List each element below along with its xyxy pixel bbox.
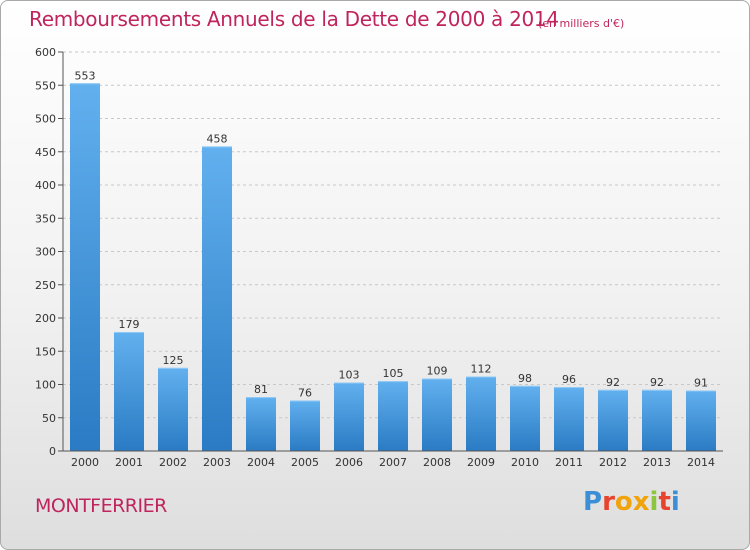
bar-2008 [422,378,452,451]
bar-2011 [554,387,584,451]
bar-value-label: 109 [427,365,448,378]
y-tick-label: 300 [35,246,56,259]
bar-2001 [114,331,144,451]
y-tick-label: 350 [35,212,56,225]
y-tick-label: 400 [35,179,56,192]
bar-2000 [70,83,100,451]
x-tick-label: 2000 [71,456,99,469]
bar-value-label: 125 [163,354,184,367]
bar-value-label: 98 [518,372,532,385]
y-tick-label: 600 [35,46,56,59]
logo-letter: x [632,487,650,517]
x-tick-label: 2002 [159,456,187,469]
x-tick-label: 2008 [423,456,451,469]
logo-letter: P [583,487,603,517]
bar-value-label: 103 [339,369,360,382]
bar-2002 [158,367,188,451]
commune-name: MONTFERRIER [35,495,167,517]
bar-2005 [290,400,320,451]
bar-value-label: 96 [562,373,576,386]
y-tick-label: 50 [42,412,56,425]
x-tick-label: 2009 [467,456,495,469]
bar-value-label: 105 [383,367,404,380]
x-tick-label: 2005 [291,456,319,469]
y-tick-label: 200 [35,312,56,325]
x-tick-label: 2006 [335,456,363,469]
bar-2010 [510,385,540,451]
logo-letter: i [670,487,680,517]
bar-2004 [246,397,276,451]
chart-title: Remboursements Annuels de la Dette de 20… [29,7,559,31]
y-tick-label: 450 [35,146,56,159]
x-tick-label: 2014 [687,456,715,469]
logo-letter: o [614,487,633,517]
bar-2006 [334,382,364,451]
bar-2014 [686,390,716,451]
proxiti-logo: Proxiti [583,487,680,517]
bar-value-label: 81 [254,383,268,396]
bar-value-label: 92 [650,376,664,389]
bar-value-label: 91 [694,376,708,389]
x-tick-label: 2001 [115,456,143,469]
bar-2009 [466,376,496,451]
bar-value-label: 553 [75,69,96,82]
y-tick-label: 150 [35,345,56,358]
y-tick-label: 500 [35,113,56,126]
bar-value-label: 76 [298,386,312,399]
logo-letter: t [658,487,671,517]
y-tick-label: 550 [35,79,56,92]
bar-2007 [378,381,408,451]
y-tick-label: 100 [35,379,56,392]
bar-2012 [598,389,628,451]
x-tick-label: 2007 [379,456,407,469]
chart-subtitle: (en milliers d'€) [538,17,625,30]
x-tick-label: 2004 [247,456,275,469]
y-tick-label: 0 [49,445,56,458]
bar-2013 [642,389,672,451]
bar-value-label: 112 [471,363,492,376]
x-tick-label: 2010 [511,456,539,469]
x-tick-label: 2012 [599,456,627,469]
x-tick-label: 2011 [555,456,583,469]
bar-value-label: 179 [119,318,140,331]
bar-value-label: 92 [606,376,620,389]
y-tick-label: 250 [35,279,56,292]
x-tick-label: 2013 [643,456,671,469]
logo-letter: i [649,487,659,517]
bar-2003 [202,146,232,451]
bar-value-label: 458 [207,132,228,145]
logo-letter: r [602,487,615,517]
x-tick-label: 2003 [203,456,231,469]
